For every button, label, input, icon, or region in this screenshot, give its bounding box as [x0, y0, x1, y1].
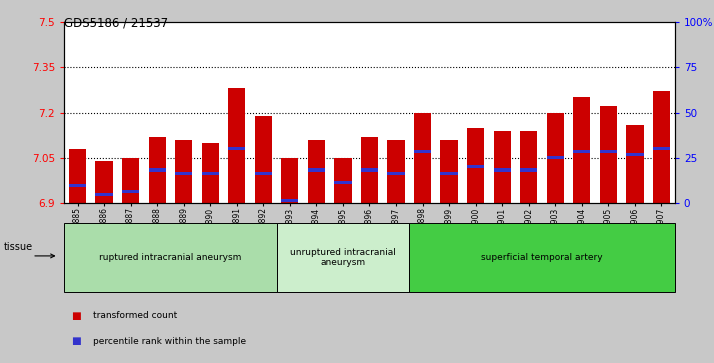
Bar: [255, 172, 272, 175]
Bar: [308, 168, 325, 172]
Bar: [149, 137, 166, 203]
Bar: [122, 158, 139, 203]
Bar: [228, 147, 246, 150]
Bar: [520, 131, 538, 203]
Text: tissue: tissue: [4, 242, 33, 252]
Text: GDS5186 / 21537: GDS5186 / 21537: [64, 16, 169, 29]
Bar: [96, 161, 113, 203]
Bar: [520, 168, 538, 172]
Bar: [600, 106, 617, 203]
Bar: [547, 113, 564, 203]
Bar: [175, 140, 192, 203]
Text: unruptured intracranial
aneurysm: unruptured intracranial aneurysm: [290, 248, 396, 268]
Bar: [626, 154, 643, 156]
Bar: [600, 150, 617, 154]
Bar: [493, 131, 511, 203]
Bar: [361, 137, 378, 203]
Bar: [69, 149, 86, 203]
Bar: [149, 168, 166, 172]
Bar: [201, 143, 219, 203]
Bar: [467, 128, 484, 203]
Bar: [414, 113, 431, 203]
Bar: [69, 184, 86, 187]
Bar: [255, 115, 272, 203]
Bar: [96, 193, 113, 196]
Bar: [334, 181, 351, 184]
Bar: [653, 147, 670, 150]
Text: transformed count: transformed count: [93, 311, 177, 320]
Bar: [175, 172, 192, 175]
Bar: [441, 172, 458, 175]
Bar: [122, 189, 139, 193]
Bar: [281, 158, 298, 203]
Bar: [334, 158, 351, 203]
Text: ■: ■: [71, 336, 81, 346]
Bar: [493, 168, 511, 172]
Bar: [467, 166, 484, 168]
Text: percentile rank within the sample: percentile rank within the sample: [93, 337, 246, 346]
Bar: [573, 97, 590, 203]
Bar: [414, 150, 431, 154]
Bar: [361, 168, 378, 172]
Bar: [626, 125, 643, 203]
Bar: [281, 199, 298, 202]
Bar: [441, 140, 458, 203]
Bar: [308, 140, 325, 203]
Text: superficial temporal artery: superficial temporal artery: [481, 253, 603, 262]
Bar: [547, 156, 564, 159]
Bar: [573, 150, 590, 154]
Bar: [388, 172, 405, 175]
Text: ruptured intracranial aneurysm: ruptured intracranial aneurysm: [99, 253, 241, 262]
Bar: [228, 88, 246, 203]
Bar: [388, 140, 405, 203]
Text: ■: ■: [71, 311, 81, 321]
Bar: [653, 91, 670, 203]
Bar: [201, 172, 219, 175]
